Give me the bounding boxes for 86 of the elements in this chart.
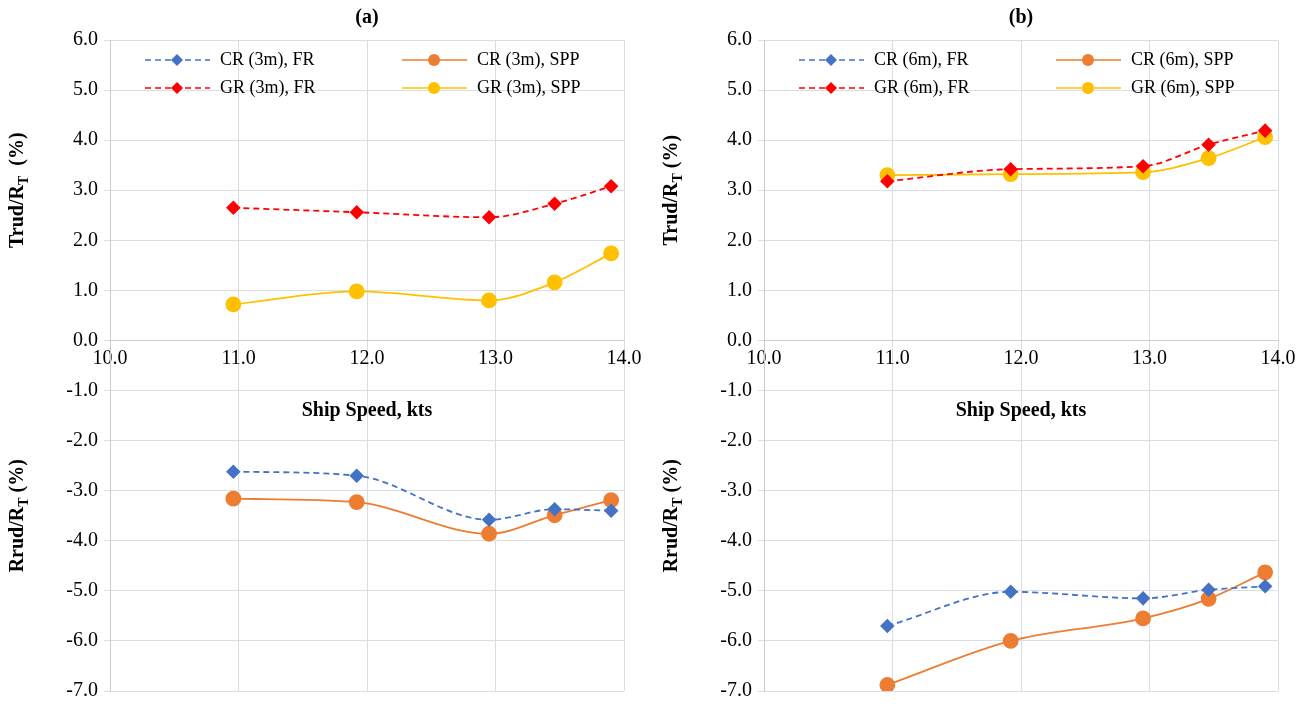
y-axis-title: Trud/RT (%): [659, 134, 685, 246]
point: [225, 296, 242, 313]
point: [1258, 579, 1273, 594]
point: [1257, 564, 1274, 581]
chart-title: (a): [355, 5, 379, 29]
y-tick-label: 5.0: [73, 77, 98, 100]
point: [547, 196, 562, 211]
y-tick-label: -1.0: [66, 377, 98, 400]
y-tick-label: -6.0: [66, 628, 98, 651]
y-tick-label: 5.0: [727, 77, 752, 100]
x-tick-label: 14.0: [1260, 345, 1296, 368]
point: [481, 525, 497, 542]
point: [603, 492, 620, 509]
y-tick-label: 0.0: [727, 327, 752, 350]
point: [1136, 159, 1150, 174]
y-tick-label: -2.0: [66, 427, 98, 450]
y-tick-label: 0.0: [73, 327, 98, 350]
point: [348, 494, 365, 511]
point: [603, 245, 620, 262]
point: [604, 179, 619, 194]
y-tick-label: 3.0: [73, 177, 98, 200]
y-tick-label: -4.0: [720, 528, 752, 551]
y-tick-label: -2.0: [720, 427, 752, 450]
text: Rrud/RT (%): [659, 459, 685, 573]
point: [1136, 591, 1150, 606]
chart-title: (b): [1008, 5, 1034, 29]
point: [349, 468, 364, 483]
point: [226, 464, 241, 479]
point: [1258, 123, 1273, 138]
y-tick-label: -6.0: [720, 628, 752, 651]
x-tick-label: 11.0: [875, 345, 910, 368]
legend-label: GR (3m), FR: [220, 76, 316, 98]
point: [879, 677, 896, 691]
point: [1003, 162, 1018, 177]
legend-label: GR (3m), SPP: [477, 76, 581, 98]
point: [1201, 137, 1216, 152]
legend-label: GR (6m), FR: [874, 76, 970, 98]
y-tick-label: -1.0: [720, 377, 752, 400]
point: [349, 205, 364, 220]
y-tick-label: 4.0: [727, 127, 752, 150]
point: [1135, 610, 1151, 627]
y-tick-label: 1.0: [73, 277, 98, 300]
x-tick-label: 12.0: [349, 345, 385, 368]
y-axis-title: Trud/RT (%): [5, 132, 31, 249]
y-tick-label: 2.0: [73, 227, 98, 250]
legend-label: CR (3m), SPP: [477, 48, 580, 70]
x-axis-title: Ship Speed, kts: [301, 397, 433, 421]
point: [1201, 582, 1216, 597]
y-tick-label: -3.0: [66, 477, 98, 500]
legend-label: CR (6m), SPP: [1131, 48, 1234, 70]
point: [226, 200, 241, 215]
y-tick-label: 3.0: [727, 177, 752, 200]
y-tick-label: 6.0: [73, 27, 98, 50]
x-tick-label: 11.0: [221, 345, 256, 368]
legend-label: CR (3m), FR: [220, 48, 315, 70]
x-axis-title: Ship Speed, kts: [955, 397, 1087, 421]
y-tick-label: 2.0: [727, 227, 752, 250]
x-tick-label: 13.0: [1132, 345, 1167, 368]
text: Rrud/RT (%): [5, 459, 31, 573]
y-tick-label: -7.0: [66, 678, 98, 701]
y-tick-label: -3.0: [720, 477, 752, 500]
point: [880, 619, 895, 633]
x-tick-label: 13.0: [478, 345, 513, 368]
y-tick-label: 6.0: [727, 27, 752, 50]
legend-label: CR (6m), FR: [874, 48, 969, 70]
y-tick-label: 4.0: [73, 127, 98, 150]
y-tick-label: -5.0: [66, 578, 98, 601]
y-tick-label: 1.0: [727, 277, 752, 300]
point: [482, 512, 496, 527]
point: [225, 490, 242, 507]
point: [880, 174, 895, 189]
legend-label: GR (6m), SPP: [1131, 76, 1235, 98]
point: [1003, 584, 1018, 599]
y-tick-label: -4.0: [66, 528, 98, 551]
y-tick-label: -5.0: [720, 578, 752, 601]
point: [546, 274, 563, 291]
point: [1200, 150, 1217, 167]
point: [481, 292, 497, 309]
x-tick-label: 12.0: [1003, 345, 1039, 368]
point: [547, 502, 562, 517]
x-tick-label: 14.0: [606, 345, 642, 368]
y-tick-label: -7.0: [720, 678, 752, 701]
point: [604, 503, 619, 518]
point: [1002, 633, 1019, 649]
point: [348, 283, 365, 300]
point: [482, 210, 496, 225]
